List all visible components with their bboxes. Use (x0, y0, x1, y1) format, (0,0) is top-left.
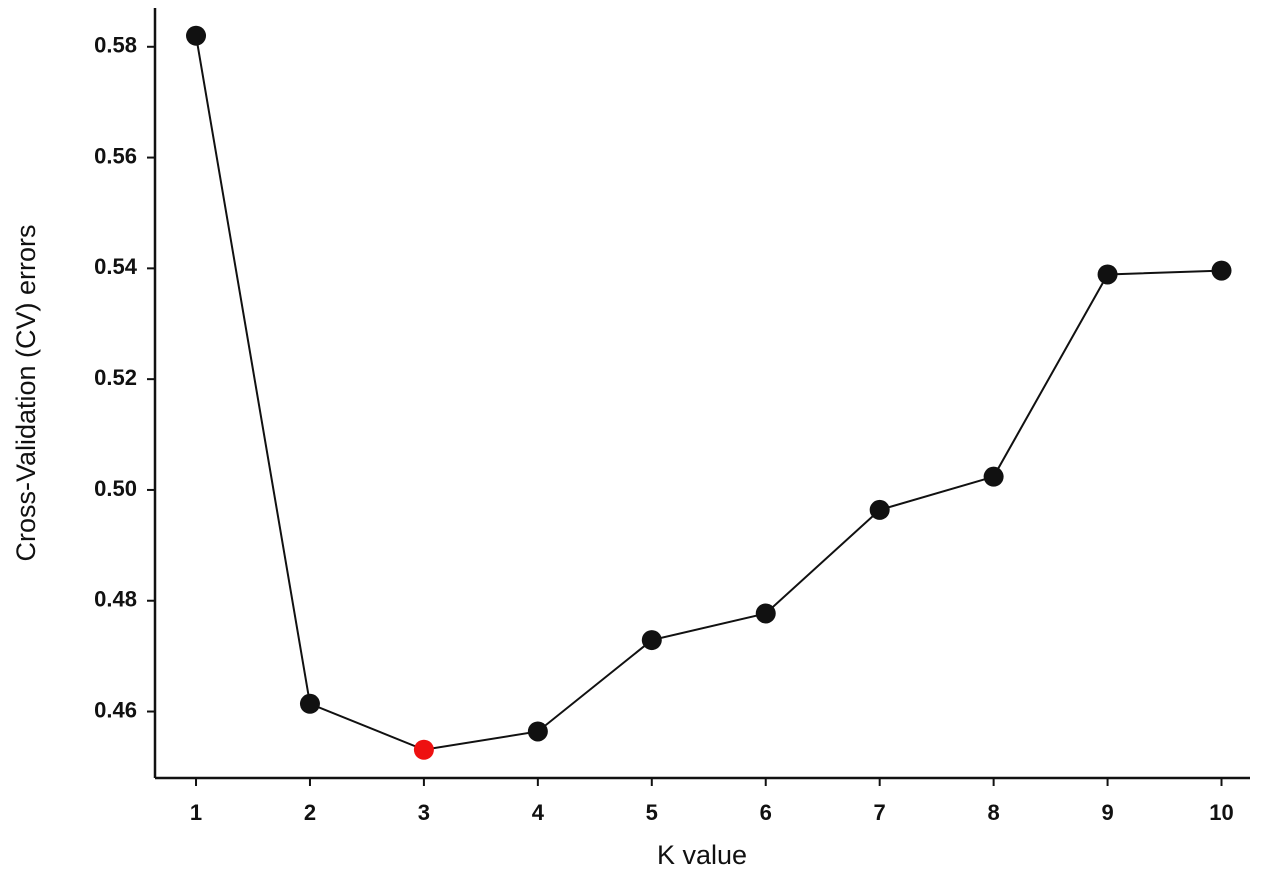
point (1211, 260, 1232, 281)
point (299, 693, 320, 714)
y-tick-label: 0.48 (94, 587, 137, 612)
y-tick-label: 0.50 (94, 476, 137, 501)
point (869, 499, 890, 520)
x-tick-label: 2 (304, 800, 316, 825)
y-tick-label: 0.54 (94, 254, 138, 279)
line (195, 35, 1222, 751)
x-tick-label: 10 (1209, 800, 1233, 825)
point (1097, 264, 1118, 285)
x-tick-label: 4 (532, 800, 545, 825)
x-tick-label: 5 (646, 800, 658, 825)
x-tick-label: 3 (418, 800, 430, 825)
x-tick-label: 9 (1101, 800, 1113, 825)
x-tick-label: 1 (190, 800, 202, 825)
y-tick-label: 0.56 (94, 143, 137, 168)
x-axis-title: K value (657, 840, 747, 870)
point (755, 603, 776, 624)
x-tick-label: 8 (988, 800, 1000, 825)
point (413, 739, 434, 760)
y-tick-label: 0.52 (94, 365, 137, 390)
y-tick-label: 0.58 (94, 33, 137, 58)
point (527, 721, 548, 742)
point (641, 630, 662, 651)
y-tick-label: 0.46 (94, 697, 137, 722)
y-axis-title: Cross-Validation (CV) errors (11, 224, 41, 561)
x-tick-label: 7 (874, 800, 886, 825)
x-tick-label: 6 (760, 800, 772, 825)
point (186, 25, 207, 46)
point (983, 466, 1004, 487)
